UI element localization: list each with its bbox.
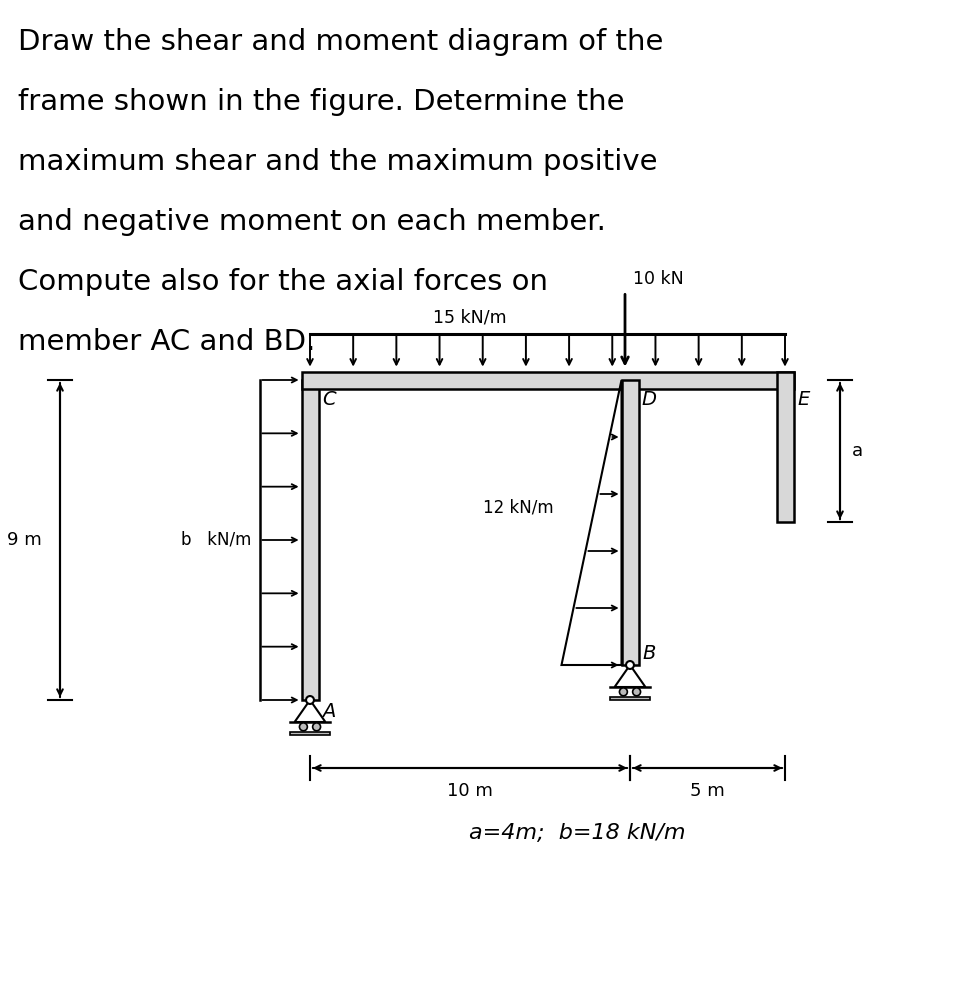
Text: a=4m;  b=18 kN/m: a=4m; b=18 kN/m [469, 823, 686, 843]
Circle shape [633, 688, 640, 696]
Text: maximum shear and the maximum positive: maximum shear and the maximum positive [18, 148, 658, 176]
Polygon shape [301, 380, 319, 700]
Text: and negative moment on each member.: and negative moment on each member. [18, 208, 606, 236]
Text: 12 kN/m: 12 kN/m [482, 498, 554, 516]
Polygon shape [295, 700, 325, 722]
Text: frame shown in the figure. Determine the: frame shown in the figure. Determine the [18, 88, 624, 116]
Text: 15 kN/m: 15 kN/m [433, 308, 507, 326]
Polygon shape [776, 371, 794, 522]
Polygon shape [611, 697, 650, 700]
Text: B: B [642, 644, 656, 663]
Circle shape [299, 723, 307, 731]
Text: D: D [641, 390, 657, 409]
Circle shape [626, 661, 634, 669]
Text: C: C [323, 390, 336, 409]
Polygon shape [621, 380, 638, 665]
Polygon shape [301, 371, 794, 388]
Circle shape [313, 723, 321, 731]
Text: b   kN/m: b kN/m [181, 531, 251, 549]
Text: E: E [797, 390, 810, 409]
Text: Draw the shear and moment diagram of the: Draw the shear and moment diagram of the [18, 28, 664, 56]
Text: Compute also for the axial forces on: Compute also for the axial forces on [18, 268, 548, 296]
Text: 9 m: 9 m [8, 531, 42, 549]
Text: member AC and BD.: member AC and BD. [18, 328, 315, 356]
Circle shape [619, 688, 627, 696]
Text: 5 m: 5 m [690, 782, 725, 800]
Circle shape [306, 696, 314, 704]
Polygon shape [614, 665, 645, 687]
Text: 10 m: 10 m [447, 782, 493, 800]
Text: 10 kN: 10 kN [633, 269, 684, 288]
Polygon shape [290, 732, 329, 735]
Text: A: A [323, 702, 336, 721]
Text: a: a [852, 442, 863, 460]
